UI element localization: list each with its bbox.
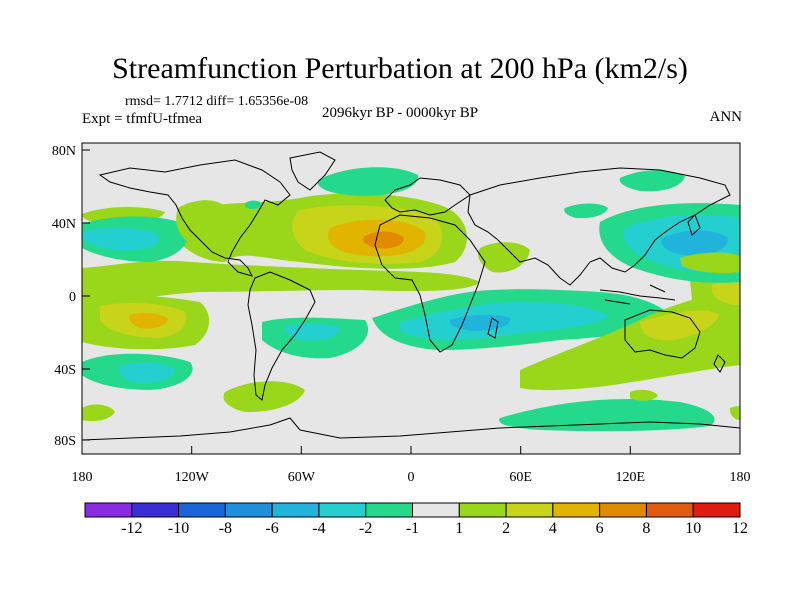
contour-tropical-atlantic-2 [82, 260, 480, 305]
period-label: 2096kyr BP - 0000kyr BP [321, 105, 479, 121]
contour-southern-ocean-pos2-e [729, 406, 740, 420]
colorbar-swatch [412, 502, 460, 518]
contour-india-pos2 [478, 242, 530, 273]
madagascar-coast [487, 317, 499, 339]
contour-southern-ocean-neg1 [499, 398, 715, 432]
africa-coast [374, 214, 486, 353]
colorbar-swatch [692, 502, 741, 518]
lat-tick-label: 80N [52, 144, 76, 159]
indonesia-coast [599, 284, 676, 305]
contour-n-africa-8 [363, 231, 404, 249]
stats-text: rmsd= 1.7712 diff= 1.65356e-08 [125, 94, 309, 109]
contour-southern-ocean-pos2-c [82, 404, 115, 422]
chart-title: Streamfunction Perturbation at 200 hPa (… [112, 52, 688, 85]
colorbar-swatch [599, 502, 647, 518]
europe-coast [384, 177, 471, 216]
lon-tick-label: 60W [288, 470, 316, 485]
contour-n-america-pos2 [176, 200, 225, 245]
contour-fields [82, 143, 740, 454]
colorbar-label: 6 [596, 520, 604, 537]
new-zealand-coast [713, 354, 726, 373]
colorbar-label: -6 [265, 520, 278, 537]
contour-greenland-neg1 [245, 200, 262, 210]
contour-east-pacific-4 [712, 280, 740, 306]
lon-tick-label: 60E [509, 470, 532, 485]
contour-southern-ocean-neg2-b [119, 362, 175, 384]
colorbar-label: 10 [685, 520, 701, 537]
colorbar-swatch [271, 502, 320, 518]
coastlines [82, 151, 740, 441]
north-america-coast [98, 159, 291, 277]
contour-southern-ocean-pos2-a [223, 381, 305, 413]
colorbar-swatch [178, 502, 226, 518]
colorbar-swatch [645, 502, 694, 518]
longitude-axis: 180 120W 60W 0 60E 120E 180 [72, 446, 751, 485]
contour-n-america-west-neg2 [82, 227, 160, 251]
lon-tick-label: 120E [616, 470, 646, 485]
south-america-coast [247, 271, 316, 401]
colorbar-label: 4 [549, 520, 557, 537]
colorbar-swatch [318, 502, 367, 518]
lat-tick-label: 80S [54, 434, 76, 449]
contour-n-pacific-neg4 [661, 230, 728, 256]
latitude-axis: 80N 40N 0 40S 80S [52, 144, 90, 449]
colorbar-label: -10 [168, 520, 189, 537]
colorbar-swatch [505, 502, 554, 518]
colorbar-label: -8 [219, 520, 232, 537]
contour-siberia-neg1 [619, 170, 685, 192]
colorbar-label: 12 [732, 520, 748, 537]
experiment-label: Expt = tfmfU-tfmea [82, 111, 203, 127]
australia-coast [624, 309, 701, 359]
colorbar-swatch [224, 502, 273, 518]
colorbar-swatch [458, 502, 507, 518]
colorbar-swatch [131, 502, 180, 518]
colorbar-labels: -12 -10 -8 -6 -4 -2 -1 1 2 4 6 8 10 12 [121, 520, 748, 537]
season-label: ANN [709, 109, 743, 125]
colorbar-label: -12 [121, 520, 142, 537]
lon-tick-label: 120W [175, 470, 210, 485]
japan-coast [687, 214, 701, 236]
lat-tick-label: 0 [69, 290, 76, 305]
colorbar-label: -4 [312, 520, 325, 537]
contour-s-america-neg2 [284, 323, 340, 341]
contour-southern-ocean-pos2-d [630, 389, 658, 401]
lat-tick-label: 40S [54, 363, 76, 378]
lon-tick-label: 0 [408, 470, 415, 485]
asia-coast [467, 167, 731, 286]
contour-n-atlantic-neg1 [317, 167, 419, 196]
colorbar-swatch [84, 502, 133, 518]
colorbar-label: 2 [502, 520, 510, 537]
antarctica-coast [82, 417, 740, 441]
contour-s-pacific-6 [129, 312, 168, 329]
greenland-coast [289, 151, 336, 191]
contour-n-pacific-pos2 [680, 252, 740, 274]
colorbar-label: -2 [359, 520, 372, 537]
colorbar-label: -1 [406, 520, 419, 537]
colorbar-label: 8 [642, 520, 650, 537]
colorbar-swatch [552, 502, 601, 518]
lon-tick-label: 180 [72, 470, 93, 485]
colorbar [84, 502, 741, 518]
contour-australia-4 [640, 310, 720, 341]
colorbar-swatch [365, 502, 414, 518]
lat-tick-label: 40N [52, 217, 76, 232]
colorbar-label: 1 [455, 520, 463, 537]
lon-tick-label: 180 [730, 470, 751, 485]
contour-asia-neg1 [564, 203, 608, 219]
